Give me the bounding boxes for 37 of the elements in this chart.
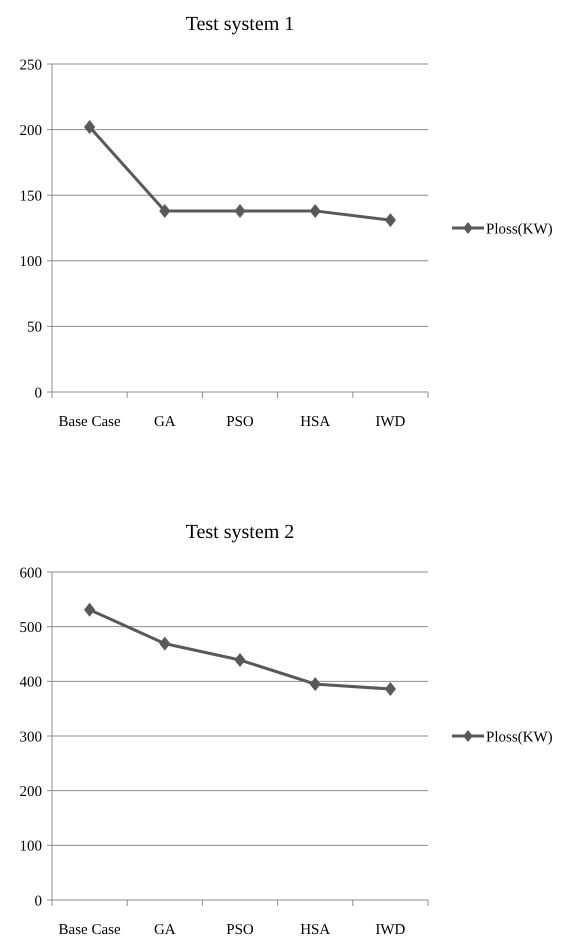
x-tick-label: HSA — [300, 922, 330, 938]
legend-label: Ploss(KW) — [486, 729, 553, 746]
point — [384, 682, 396, 696]
x-tick-label: IWD — [375, 414, 406, 430]
y-tick-label: 300 — [20, 729, 42, 746]
x-tick-label: GA — [154, 922, 176, 938]
y-tick-label: 100 — [20, 254, 42, 270]
y-tick-label: 0 — [34, 385, 42, 402]
y-tick-label: 50 — [27, 320, 42, 336]
point — [310, 677, 321, 692]
x-tick-label: Base Case — [58, 922, 121, 938]
x-tick-label: PSO — [226, 414, 254, 430]
x-tick-label: Base Case — [58, 414, 121, 430]
y-tick-label: 100 — [20, 838, 42, 855]
x-tick-label: IWD — [375, 922, 406, 938]
y-tick-label: 500 — [20, 620, 42, 636]
chart-title: Test system 2 — [186, 521, 294, 543]
x-tick-label: GA — [154, 414, 176, 430]
point — [384, 213, 396, 228]
y-tick-label: 600 — [20, 565, 42, 582]
legend-label: Ploss(KW) — [486, 221, 553, 238]
y-tick-label: 200 — [20, 122, 42, 139]
point — [159, 204, 170, 218]
x-tick-label: PSO — [226, 922, 254, 938]
point — [234, 653, 246, 668]
y-tick-label: 400 — [20, 674, 42, 691]
y-tick-label: 150 — [20, 188, 42, 204]
y-tick-label: 250 — [20, 57, 42, 74]
chart-title: Test system 1 — [186, 13, 294, 35]
point — [310, 204, 321, 218]
y-tick-label: 200 — [20, 784, 42, 800]
x-tick-label: HSA — [300, 414, 330, 430]
y-tick-label: 0 — [34, 893, 42, 910]
point — [159, 636, 170, 651]
point — [84, 120, 96, 134]
point — [234, 204, 246, 218]
point — [84, 602, 96, 617]
